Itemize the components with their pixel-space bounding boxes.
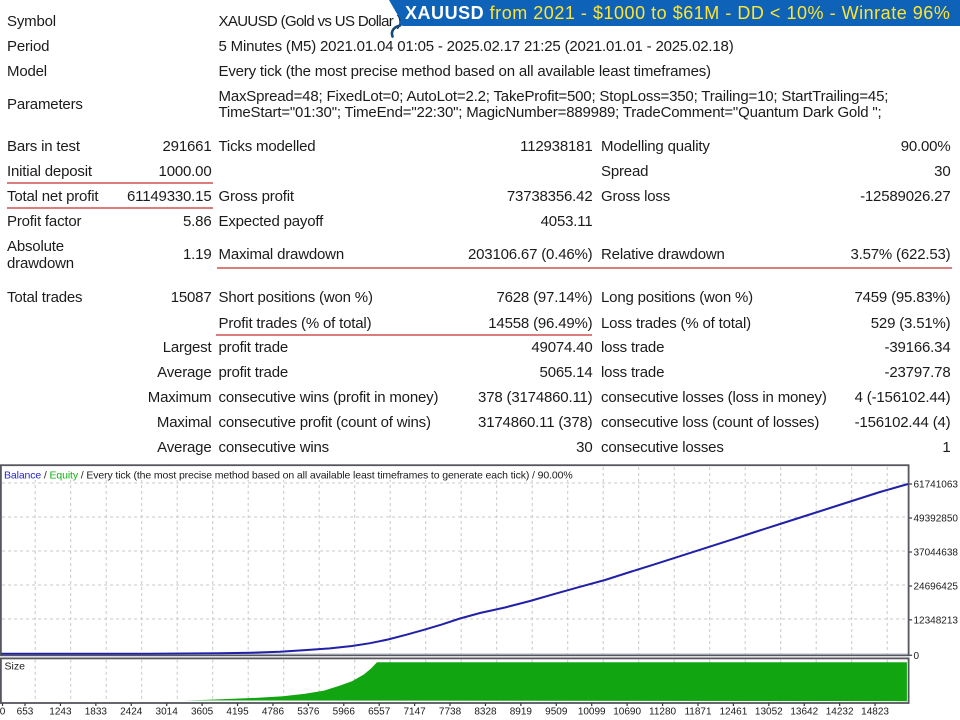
svg-text:14232: 14232 [826,706,854,717]
svg-text:1833: 1833 [85,706,108,717]
svg-text:4786: 4786 [262,706,285,717]
svg-text:8919: 8919 [510,706,533,717]
svg-text:61741063: 61741063 [914,480,959,491]
svg-text:Balance / Equity / Every tick: Balance / Equity / Every tick (the most … [4,470,573,482]
svg-text:7738: 7738 [439,706,462,717]
svg-text:6557: 6557 [368,706,391,717]
svg-text:9509: 9509 [545,706,568,717]
svg-text:1243: 1243 [49,706,72,717]
svg-text:7147: 7147 [403,706,426,717]
svg-text:24696425: 24696425 [914,582,959,593]
svg-text:13642: 13642 [790,706,818,717]
svg-text:49392850: 49392850 [914,514,959,525]
svg-text:11280: 11280 [649,706,677,717]
svg-text:5966: 5966 [333,706,356,717]
svg-text:3014: 3014 [156,706,179,717]
svg-text:Size: Size [5,661,26,673]
svg-text:2424: 2424 [120,706,143,717]
svg-text:12348213: 12348213 [914,615,959,626]
svg-text:4195: 4195 [226,706,249,717]
svg-text:11871: 11871 [684,706,712,717]
svg-text:0: 0 [914,651,920,662]
svg-text:5376: 5376 [297,706,320,717]
svg-text:13052: 13052 [755,706,783,717]
svg-text:0: 0 [0,706,6,717]
svg-text:8328: 8328 [474,706,497,717]
svg-text:12461: 12461 [719,706,747,717]
svg-text:3605: 3605 [191,706,214,717]
svg-text:14823: 14823 [861,706,889,717]
svg-text:10099: 10099 [578,706,606,717]
svg-text:37044638: 37044638 [914,548,959,559]
svg-text:10690: 10690 [613,706,641,717]
svg-text:653: 653 [17,706,34,717]
